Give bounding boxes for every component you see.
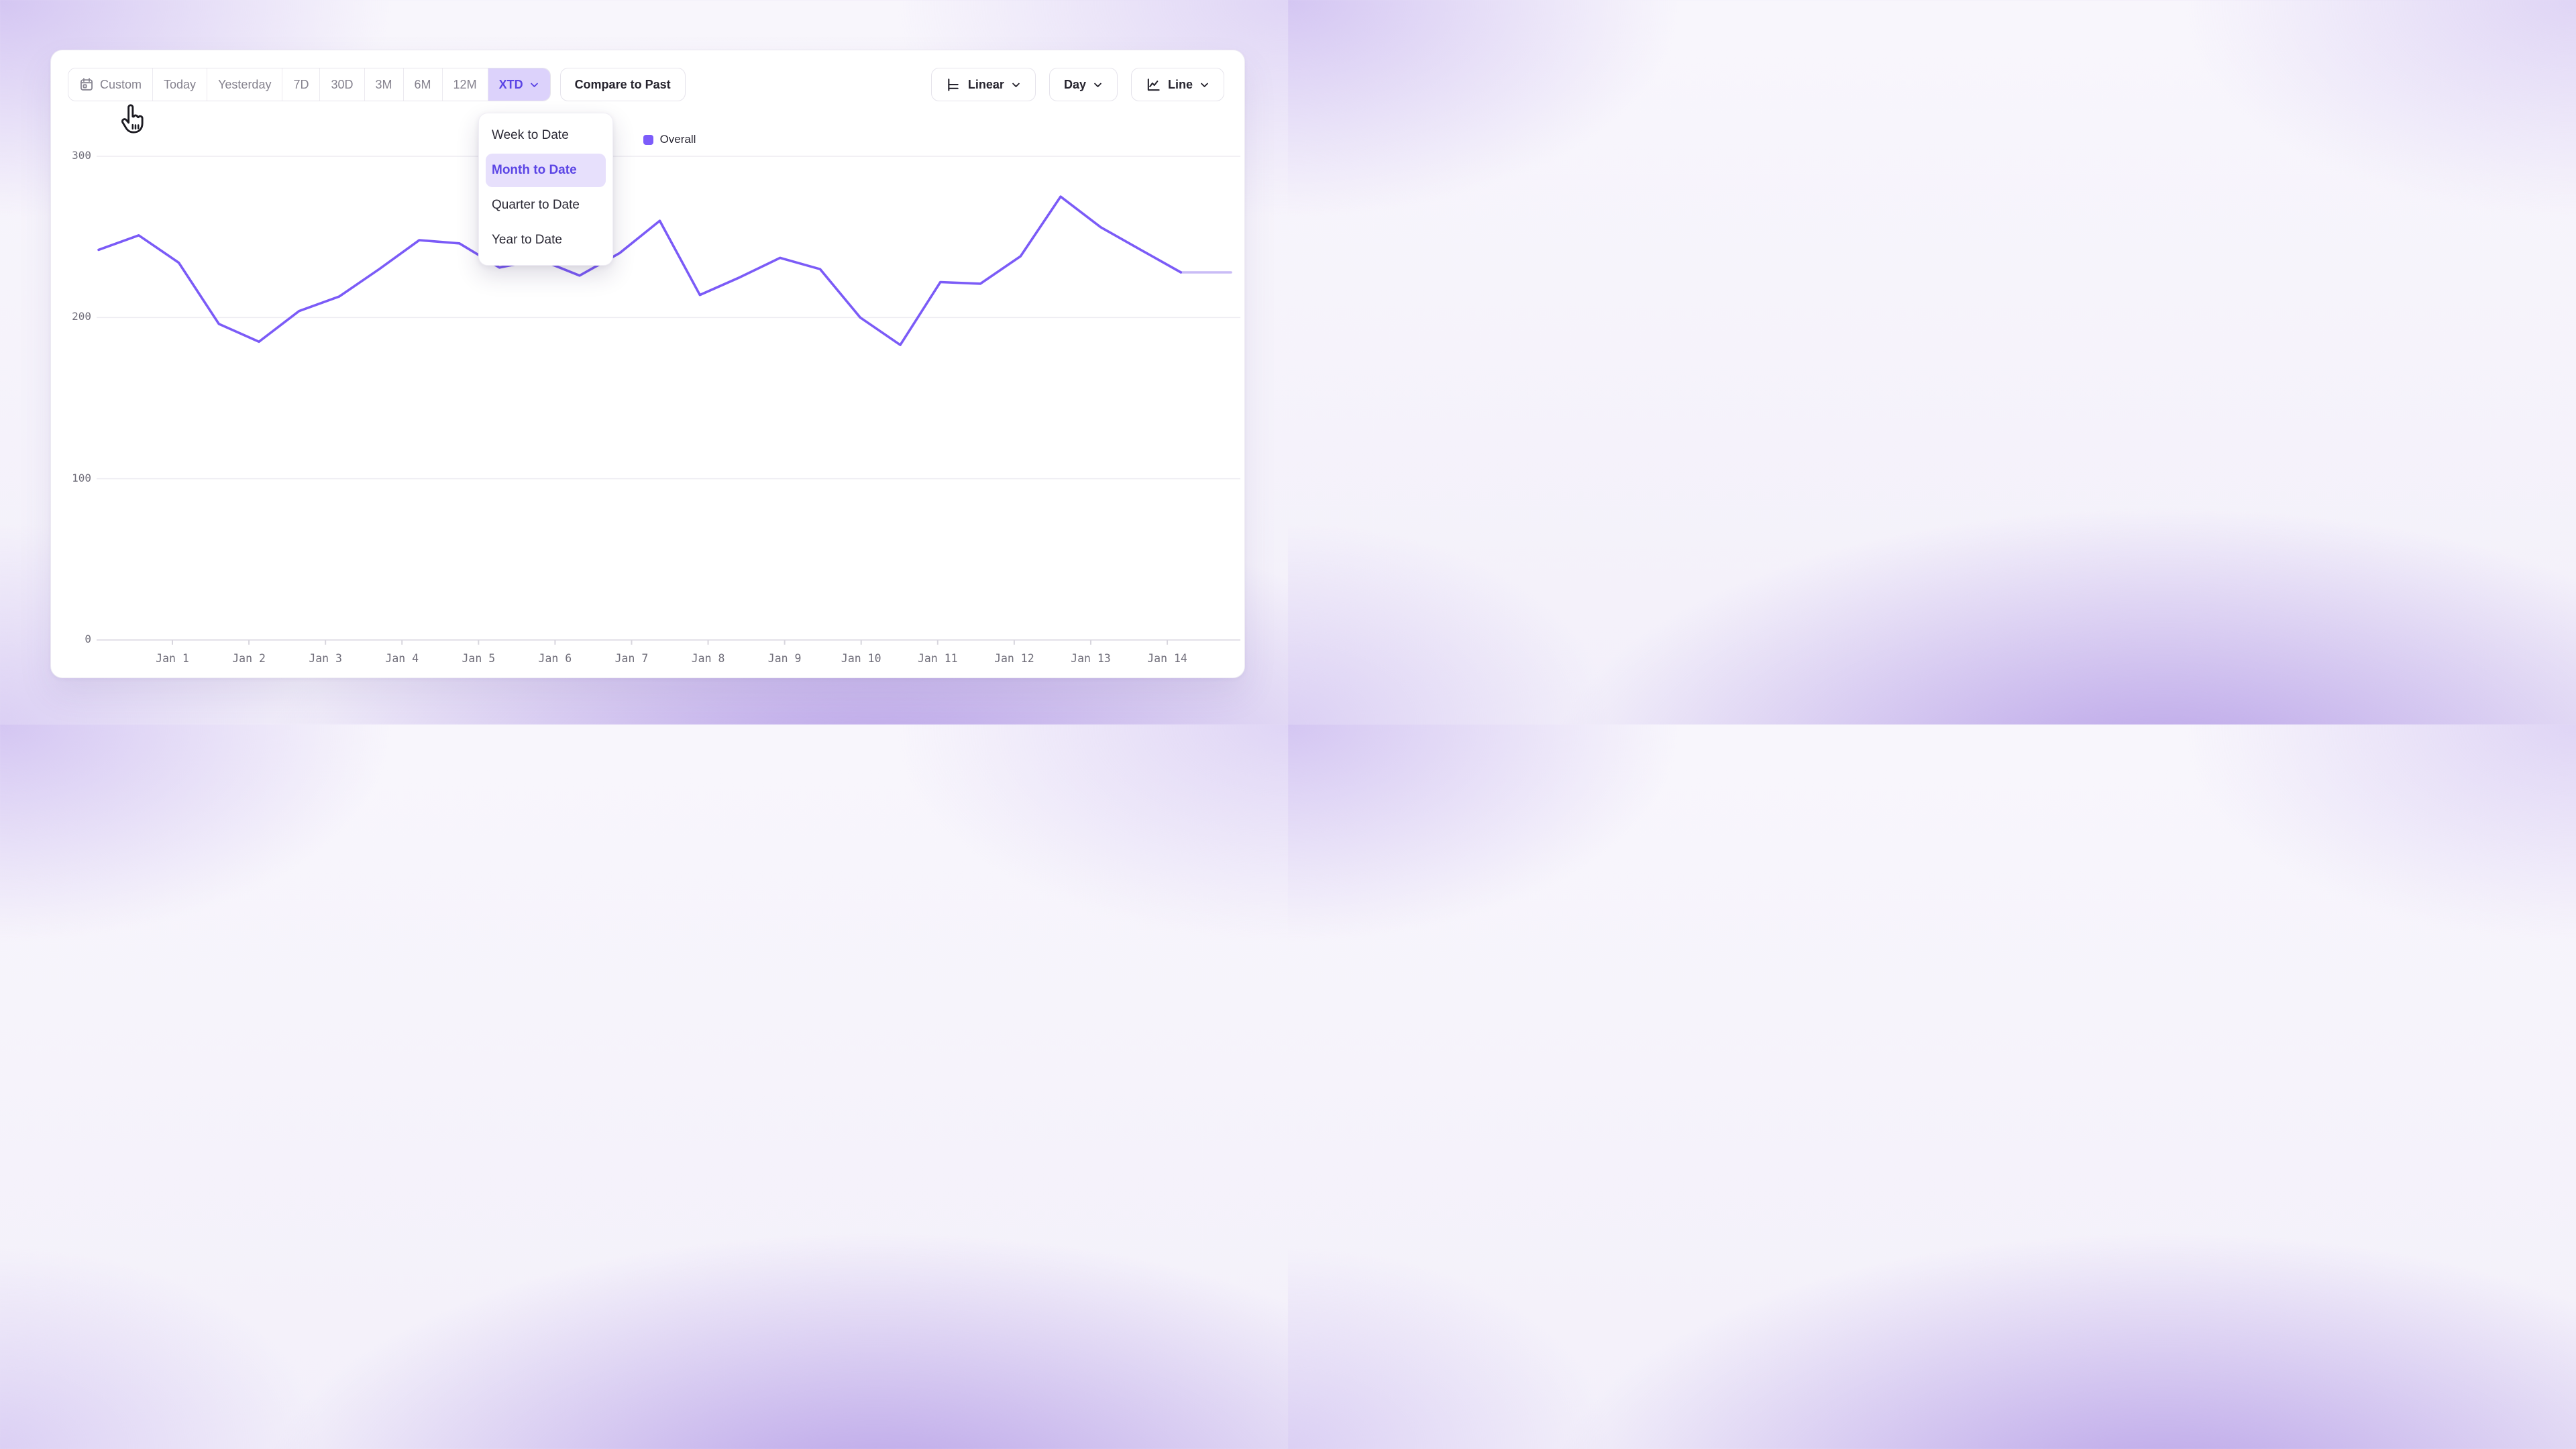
- y-tick-label-100: 100: [72, 471, 91, 484]
- range-button-yesterday[interactable]: Yesterday: [207, 68, 283, 101]
- dropdown-button-label: Day: [1063, 77, 1086, 91]
- range-button-xtd[interactable]: XTD: [488, 68, 550, 101]
- x-tick-label-jan-12: Jan 12: [994, 652, 1034, 665]
- legend-label: Overall: [659, 133, 696, 146]
- range-button-label: 6M: [414, 77, 431, 91]
- range-button-3m[interactable]: 3M: [364, 68, 404, 101]
- range-button-30d[interactable]: 30D: [320, 68, 365, 101]
- range-button-label: 3M: [375, 77, 392, 91]
- menu-item-week-to-date[interactable]: Week to Date: [492, 128, 569, 142]
- day-dropdown-button[interactable]: Day: [1049, 68, 1118, 101]
- menu-item-quarter-to-date[interactable]: Quarter to Date: [492, 198, 580, 212]
- chevron-down-icon: [529, 80, 539, 90]
- x-tick-label-jan-4: Jan 4: [385, 652, 419, 665]
- x-tick-label-jan-3: Jan 3: [309, 652, 342, 665]
- menu-item-year-to-date[interactable]: Year to Date: [492, 233, 562, 247]
- x-tick-label-jan-11: Jan 11: [917, 652, 958, 665]
- range-button-custom[interactable]: Custom: [68, 68, 154, 101]
- range-button-label: 7D: [293, 77, 309, 91]
- range-button-label: 30D: [331, 77, 354, 91]
- calendar-icon: [79, 77, 94, 92]
- x-tick-label-jan-1: Jan 1: [156, 652, 189, 665]
- x-tick-label-jan-8: Jan 8: [691, 652, 725, 665]
- range-button-label: Yesterday: [218, 77, 272, 91]
- linear-dropdown-button[interactable]: Linear: [930, 68, 1036, 101]
- compare-to-past-label: Compare to Past: [574, 77, 671, 91]
- dropdown-button-label: Line: [1167, 77, 1193, 91]
- dropdown-button-label: Linear: [967, 77, 1004, 91]
- chevron-down-icon: [1093, 80, 1103, 90]
- analytics-card: Custom Today Yesterday 7D 30D 3M 6M 12M XTD Comp…: [50, 50, 1245, 678]
- y-tick-label-200: 200: [72, 310, 91, 323]
- date-range-segmented-control: Custom Today Yesterday 7D 30D 3M 6M 12M XTD: [68, 68, 551, 101]
- x-tick-label-jan-6: Jan 6: [538, 652, 572, 665]
- menu-item-month-to-date[interactable]: Month to Date: [486, 154, 606, 187]
- x-tick-label-jan-13: Jan 13: [1071, 652, 1111, 665]
- range-button-12m[interactable]: 12M: [442, 68, 488, 101]
- x-tick-label-jan-9: Jan 9: [767, 652, 802, 665]
- x-tick-label-jan-7: Jan 7: [614, 652, 649, 665]
- range-button-6m[interactable]: 6M: [403, 68, 443, 101]
- toolbar: Custom Today Yesterday 7D 30D 3M 6M 12M XTD Comp…: [68, 68, 1224, 101]
- range-button-label: Custom: [100, 77, 142, 91]
- legend-swatch: [643, 134, 653, 145]
- line-chart-icon: [1146, 77, 1161, 93]
- x-tick-label-jan-5: Jan 5: [462, 652, 496, 665]
- x-tick-label-jan-10: Jan 10: [841, 652, 881, 665]
- range-button-7d[interactable]: 7D: [282, 68, 321, 101]
- y-tick-label-0: 0: [85, 633, 91, 645]
- line-chart-plot: [97, 156, 1240, 645]
- range-button-label: 12M: [453, 77, 477, 91]
- compare-to-past-button[interactable]: Compare to Past: [559, 68, 686, 101]
- range-button-label: Today: [164, 77, 197, 91]
- chevron-down-icon: [1199, 80, 1210, 90]
- chart-legend: Overall: [99, 132, 1240, 147]
- page-background: { "toolbar": { "range_buttons": [ { "lab…: [0, 0, 1288, 724]
- series-line-overall: [97, 195, 1183, 347]
- xtd-dropdown-menu: Week to Date Month to Date Quarter to Date…: [478, 113, 613, 266]
- range-button-label: XTD: [498, 77, 523, 91]
- x-tick-label-jan-14: Jan 14: [1147, 652, 1187, 665]
- line-dropdown-button[interactable]: Line: [1130, 68, 1224, 101]
- y-tick-label-300: 300: [72, 149, 91, 162]
- range-button-today[interactable]: Today: [153, 68, 208, 101]
- chart-view-controls: Linear Day Line: [930, 68, 1224, 101]
- linear-scale-icon: [946, 77, 961, 93]
- chevron-down-icon: [1011, 80, 1021, 90]
- x-tick-label-jan-2: Jan 2: [232, 652, 266, 665]
